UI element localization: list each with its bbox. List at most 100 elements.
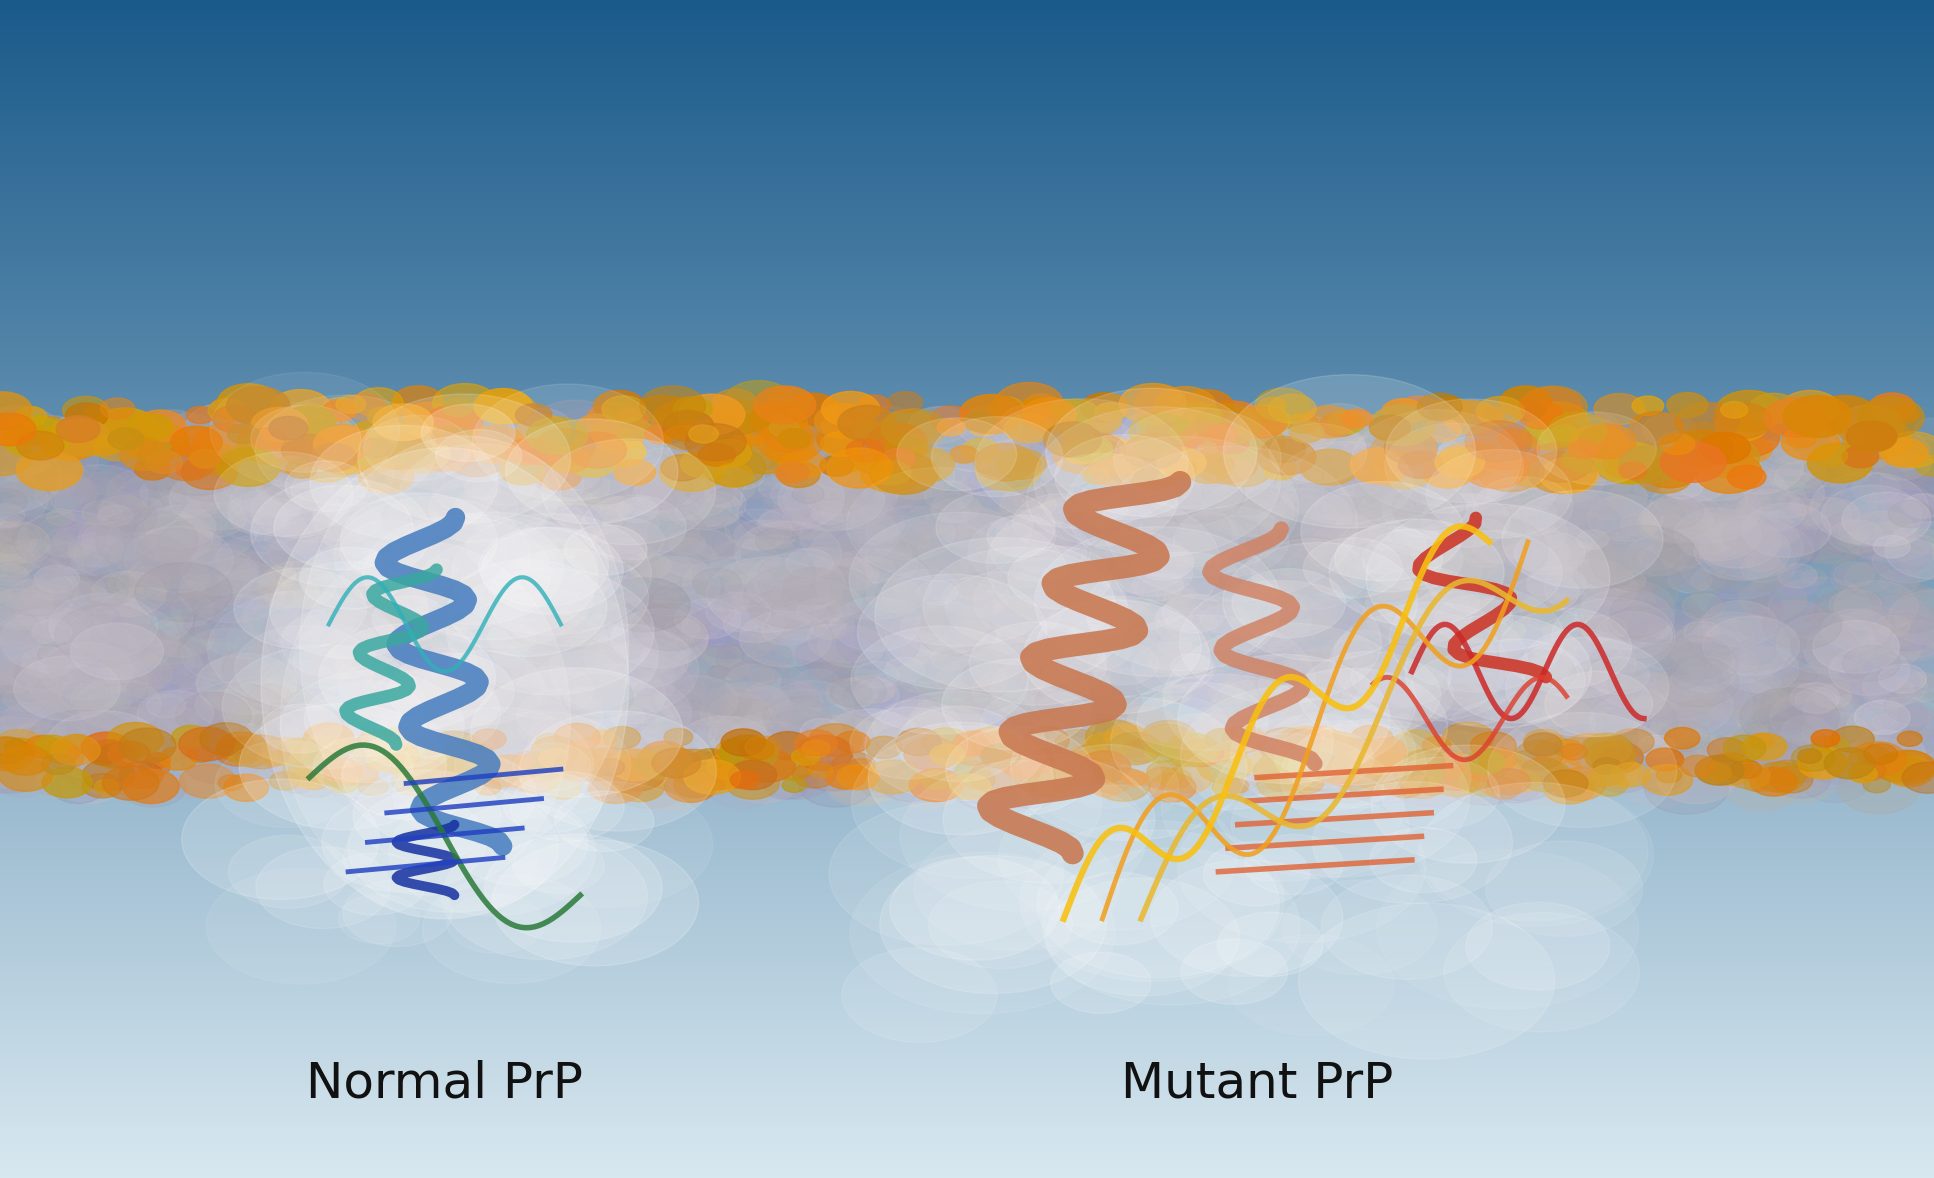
Circle shape <box>1580 627 1599 638</box>
Circle shape <box>1485 624 1578 681</box>
Circle shape <box>1186 744 1211 760</box>
Circle shape <box>1019 508 1099 556</box>
Circle shape <box>1547 699 1586 722</box>
Circle shape <box>1445 464 1505 501</box>
Circle shape <box>83 743 106 757</box>
Circle shape <box>1253 712 1334 761</box>
Circle shape <box>1681 755 1715 776</box>
Circle shape <box>1857 746 1890 765</box>
Circle shape <box>249 494 329 542</box>
Circle shape <box>1081 713 1110 730</box>
Circle shape <box>1423 530 1563 615</box>
Circle shape <box>1572 474 1648 519</box>
Circle shape <box>1543 770 1588 798</box>
Circle shape <box>425 703 509 754</box>
Circle shape <box>975 755 1008 775</box>
Circle shape <box>534 401 617 451</box>
Circle shape <box>1797 749 1822 763</box>
Circle shape <box>917 648 1025 714</box>
Circle shape <box>704 421 783 468</box>
Circle shape <box>122 769 180 803</box>
Circle shape <box>1888 728 1934 765</box>
Circle shape <box>1039 689 1099 726</box>
Circle shape <box>1528 443 1594 482</box>
Circle shape <box>665 646 739 690</box>
Circle shape <box>91 740 126 761</box>
Circle shape <box>346 720 391 747</box>
Circle shape <box>594 503 659 542</box>
Circle shape <box>669 532 706 555</box>
Circle shape <box>0 512 21 530</box>
Circle shape <box>1342 616 1462 689</box>
Circle shape <box>1638 501 1710 544</box>
Circle shape <box>366 577 393 594</box>
Circle shape <box>1011 696 1247 840</box>
Circle shape <box>1783 631 1802 643</box>
Circle shape <box>845 462 959 531</box>
Circle shape <box>1526 624 1574 654</box>
Circle shape <box>656 616 706 647</box>
Circle shape <box>174 762 220 789</box>
Circle shape <box>592 418 644 451</box>
Circle shape <box>0 620 85 686</box>
Circle shape <box>1040 459 1112 504</box>
Circle shape <box>46 740 75 756</box>
Circle shape <box>360 600 424 638</box>
Circle shape <box>1878 664 1926 693</box>
Circle shape <box>0 657 39 693</box>
Circle shape <box>215 740 358 827</box>
Circle shape <box>1358 494 1418 531</box>
Circle shape <box>1073 439 1122 468</box>
Circle shape <box>85 703 195 770</box>
Circle shape <box>1311 661 1392 710</box>
Circle shape <box>1536 518 1568 538</box>
Circle shape <box>1723 735 1766 761</box>
Circle shape <box>1373 423 1402 441</box>
Circle shape <box>1302 729 1352 761</box>
Circle shape <box>1160 722 1209 753</box>
Circle shape <box>130 674 205 720</box>
Circle shape <box>1362 649 1383 662</box>
Circle shape <box>748 668 774 683</box>
Circle shape <box>1601 522 1657 557</box>
Circle shape <box>1814 650 1891 696</box>
Circle shape <box>1673 620 1739 660</box>
Circle shape <box>623 556 719 616</box>
Circle shape <box>425 706 458 724</box>
Circle shape <box>1129 497 1162 516</box>
Circle shape <box>1099 641 1180 690</box>
Circle shape <box>54 757 97 783</box>
Circle shape <box>1514 531 1586 575</box>
Circle shape <box>453 501 499 529</box>
Circle shape <box>669 397 698 416</box>
Circle shape <box>137 690 213 736</box>
Circle shape <box>277 708 342 748</box>
Circle shape <box>425 430 482 464</box>
Circle shape <box>1727 699 1770 724</box>
Circle shape <box>1102 456 1129 472</box>
Circle shape <box>0 418 31 444</box>
Circle shape <box>472 581 509 603</box>
Circle shape <box>590 591 698 659</box>
Circle shape <box>273 708 344 752</box>
Circle shape <box>683 409 739 443</box>
Circle shape <box>1812 621 1899 674</box>
Circle shape <box>1888 501 1932 528</box>
Circle shape <box>1449 638 1586 722</box>
Circle shape <box>1441 584 1464 598</box>
Circle shape <box>226 603 350 677</box>
Circle shape <box>1646 624 1671 640</box>
Circle shape <box>395 524 501 589</box>
Circle shape <box>422 765 464 792</box>
Circle shape <box>1420 781 1445 795</box>
Circle shape <box>1174 537 1267 594</box>
Circle shape <box>1323 494 1367 521</box>
Circle shape <box>1348 693 1387 716</box>
Circle shape <box>70 681 132 717</box>
Circle shape <box>1404 775 1441 799</box>
Circle shape <box>228 740 273 767</box>
Circle shape <box>1603 729 1669 769</box>
Circle shape <box>1209 683 1244 704</box>
Circle shape <box>990 517 1068 565</box>
Circle shape <box>783 499 832 529</box>
